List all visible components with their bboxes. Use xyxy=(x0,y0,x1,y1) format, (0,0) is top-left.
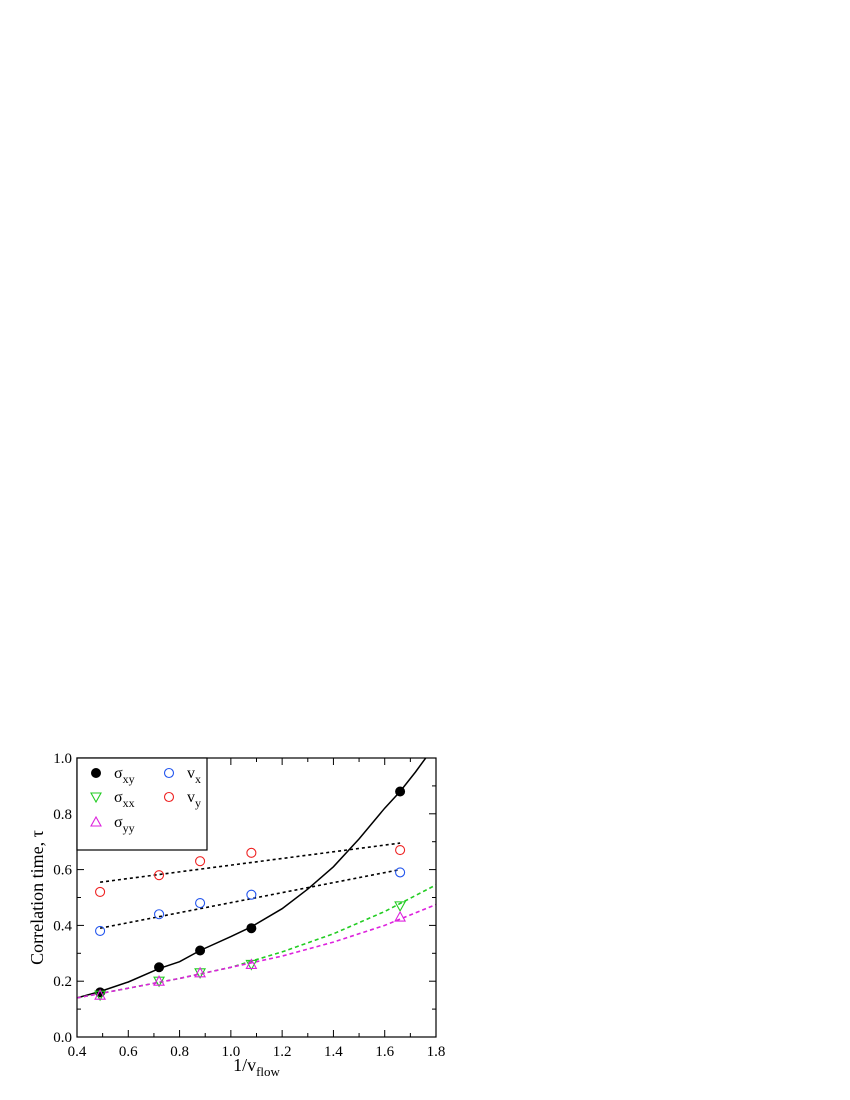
y-tick-label: 0.0 xyxy=(53,1030,72,1046)
legend-label-vx: vx xyxy=(187,765,201,786)
legend-marker-σxy xyxy=(91,768,101,778)
axis-ticks: 0.4 0.6 0.8 1.0 1.2 1.4 1.6 1.8 0.0 0.2 0.4 0.6 0.8 1… xyxy=(53,751,445,1060)
x-axis-label: 1/vflow xyxy=(233,1055,280,1079)
data-point-vy xyxy=(195,856,206,867)
x-tick-label: 1.2 xyxy=(273,1044,292,1060)
y-tick-label: 0.4 xyxy=(53,918,72,934)
data-point-vy xyxy=(95,886,106,897)
fit-line-vy xyxy=(99,842,401,883)
x-axis-label-sub: flow xyxy=(256,1064,280,1079)
y-axis-label: Correlation time, τ xyxy=(27,830,47,965)
data-point-σxx xyxy=(394,901,407,913)
legend-marker-vy xyxy=(163,791,175,803)
x-tick-label: 1.0 xyxy=(221,1044,240,1060)
data-point-σxy xyxy=(246,923,257,934)
data-point-σyy xyxy=(245,958,258,970)
x-axis-label-main: 1/v xyxy=(233,1055,256,1075)
data-point-σxy xyxy=(154,962,165,973)
data-point-vx xyxy=(195,898,206,909)
data-point-σyy xyxy=(153,975,165,986)
y-tick-label: 1.0 xyxy=(53,751,72,767)
data-point-σyy xyxy=(394,910,407,922)
legend-label-σxx: σxx xyxy=(114,789,135,810)
fit-line-σxy xyxy=(77,758,427,999)
data-point-vy xyxy=(154,870,165,881)
data-points xyxy=(94,786,407,1002)
legend-marker-σyy xyxy=(90,815,102,827)
y-tick-label: 0.6 xyxy=(53,863,72,879)
x-tick-label: 1.4 xyxy=(324,1044,343,1060)
x-tick-label: 1.6 xyxy=(375,1044,394,1060)
legend-marker-σxx xyxy=(90,792,102,804)
data-point-σyy xyxy=(94,989,107,1000)
legend-marker-vx xyxy=(163,767,175,779)
x-tick-label: 0.8 xyxy=(170,1044,189,1060)
data-point-vy xyxy=(246,847,257,858)
y-tick-label: 0.2 xyxy=(53,974,72,990)
legend-label-vy: vy xyxy=(187,789,201,810)
legend-label-σyy: σyy xyxy=(114,814,135,835)
data-point-vx xyxy=(246,889,257,900)
data-point-σxy xyxy=(395,786,406,797)
legend-label-σxy: σxy xyxy=(114,765,135,786)
data-point-vx xyxy=(395,867,406,878)
x-tick-label: 0.4 xyxy=(68,1044,87,1060)
data-point-σxy xyxy=(195,945,206,956)
data-point-vx xyxy=(154,909,165,920)
data-point-vy xyxy=(395,845,406,856)
data-point-σyy xyxy=(194,966,207,978)
x-tick-label: 0.6 xyxy=(119,1044,138,1060)
data-point-vx xyxy=(95,925,106,937)
y-tick-label: 0.8 xyxy=(53,807,72,823)
fit-line-σxx xyxy=(77,884,436,999)
x-tick-label: 1.8 xyxy=(427,1044,446,1060)
legend: σxy σxx σyy vx vy xyxy=(76,757,208,851)
fit-line-σyy xyxy=(77,903,436,999)
